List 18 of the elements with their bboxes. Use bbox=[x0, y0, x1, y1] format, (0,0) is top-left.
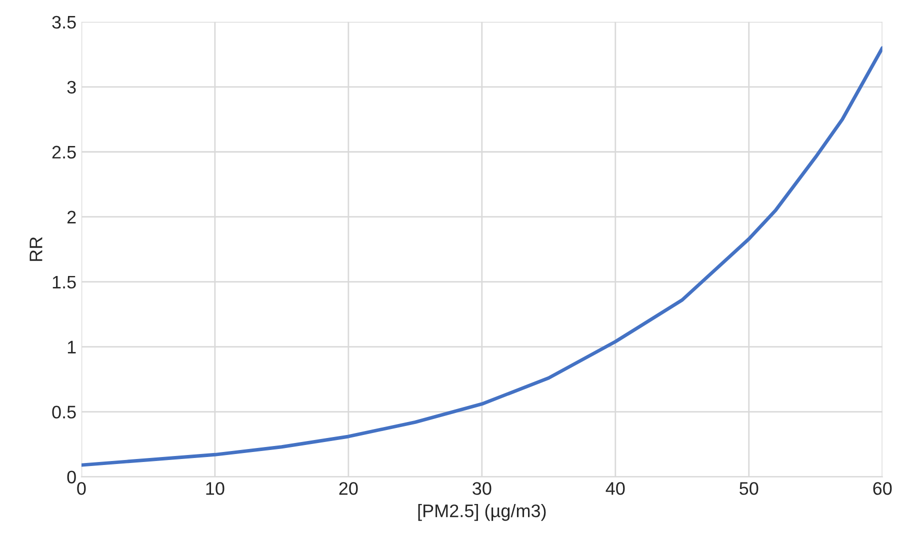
y-tick-label: 3 bbox=[67, 80, 76, 94]
x-tick-label: 20 bbox=[339, 482, 358, 495]
x-tick-label: 0 bbox=[77, 482, 86, 495]
line-series bbox=[81, 46, 882, 467]
y-tick-label: 2.5 bbox=[52, 146, 76, 159]
x-tick-label: 50 bbox=[740, 482, 758, 495]
y-tick-label: 0.5 bbox=[52, 406, 76, 419]
y-tick-label: 2 bbox=[67, 210, 76, 224]
x-tick-label: 30 bbox=[472, 482, 492, 495]
y-axis-title: RR bbox=[30, 237, 42, 261]
x-tick-label: 40 bbox=[606, 482, 625, 495]
y-tick-label: 1.5 bbox=[52, 276, 76, 289]
y-tick-label: 3.5 bbox=[52, 16, 76, 29]
x-tick-label: 10 bbox=[206, 482, 224, 495]
y-tick-label: 1 bbox=[68, 340, 76, 354]
x-axis-title: [PM2.5] (µg/m3) bbox=[418, 504, 546, 521]
x-tick-label: 60 bbox=[873, 482, 892, 495]
y-tick-label: 0 bbox=[67, 470, 76, 484]
